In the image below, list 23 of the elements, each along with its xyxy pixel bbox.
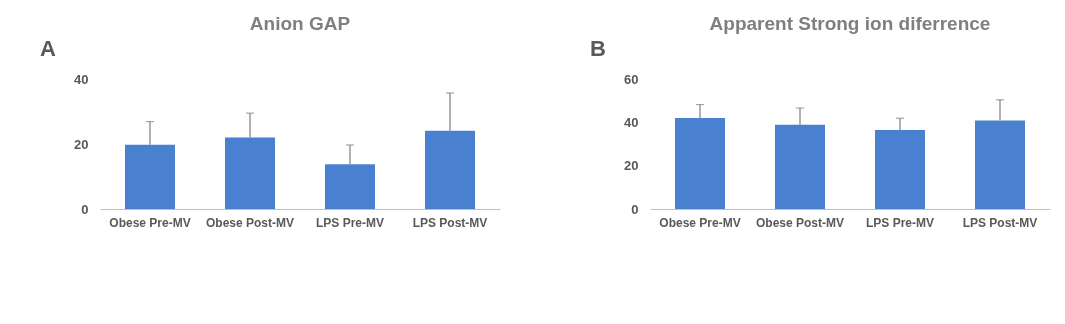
chart-title: Apparent Strong ion diferrence — [709, 13, 991, 34]
text: A — [40, 36, 56, 61]
x-tick-label: Obese Pre-MV — [659, 215, 741, 230]
chart-title: Anion GAP — [249, 13, 351, 34]
y-tick-label: 0 — [81, 201, 89, 217]
bar — [325, 164, 375, 209]
y-tick-label: 40 — [624, 114, 639, 130]
y-tick-label: 0 — [631, 201, 639, 217]
x-tick-label: Obese Post-MV — [205, 215, 295, 230]
y-tick-label: 40 — [74, 71, 89, 87]
x-tick-label: LPS Pre-MV — [315, 215, 385, 230]
y-tick-label: 20 — [74, 136, 89, 152]
text: B — [590, 36, 606, 61]
bar — [425, 130, 475, 209]
x-tick-label: Obese Pre-MV — [109, 215, 191, 230]
x-tick-label: LPS Post-MV — [962, 215, 1038, 230]
y-tick-label: 60 — [624, 71, 639, 87]
x-tick-label: LPS Post-MV — [412, 215, 488, 230]
bar — [225, 137, 275, 209]
bar — [125, 144, 175, 209]
y-tick-label: 20 — [624, 158, 639, 174]
x-tick-label: Obese Post-MV — [755, 215, 845, 230]
x-tick-label: LPS Pre-MV — [865, 215, 935, 230]
